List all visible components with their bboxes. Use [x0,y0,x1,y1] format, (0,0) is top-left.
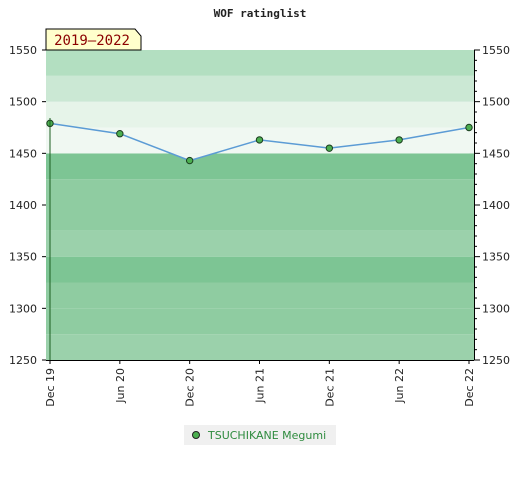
period-label: 2019–2022 [54,33,130,49]
data-point [116,130,124,138]
y-tick-label-right: 1550 [482,44,510,57]
data-point [185,156,194,165]
rating-band [46,101,474,128]
y-tick-label-left: 1350 [9,251,37,264]
x-tick-label: Jun 21 [254,368,267,404]
y-tick-label-left: 1300 [9,302,37,315]
data-point [395,136,403,144]
x-tick-label: Dec 20 [184,368,197,407]
x-tick-label: Dec 21 [323,368,336,407]
y-tick-label-right: 1500 [482,96,510,109]
y-tick-label-right: 1250 [482,354,510,367]
y-tick-label-right: 1450 [482,147,510,160]
rating-band [46,179,474,205]
rating-band [46,334,474,360]
x-tick-label: Dec 19 [44,368,57,407]
legend-marker [192,431,200,439]
y-tick-label-right: 1300 [482,302,510,315]
legend-box [184,425,336,445]
y-tick-label-left: 1450 [9,147,37,160]
legend-series-name: TSUCHIKANE Megumi [207,429,326,442]
rating-band [46,230,474,257]
y-tick-label-right: 1400 [482,199,510,212]
rating-band [46,153,474,180]
y-tick-label-right: 1350 [482,251,510,264]
axes [42,49,480,364]
data-point [255,136,264,144]
rating-band [46,50,474,76]
period-badge-shape [45,28,142,51]
rating-band [46,256,474,283]
y-tick-label-left: 1250 [9,354,37,367]
chart-title: WOF ratinglist [214,7,307,20]
rating-bands [46,50,474,360]
y-axis-right-labels: 1250 1300 1350 1400 1450 1500 1550 [482,44,510,367]
rating-band [46,282,474,309]
y-tick-label-left: 1500 [9,96,37,109]
y-axis-left-labels: 1250 1300 1350 1400 1450 1500 1550 [9,44,37,367]
x-axis-labels: Dec 19 Jun 20 Dec 20 Jun 21 Dec 21 Jun 22 Dec … [44,368,476,407]
y-tick-label-left: 1400 [9,199,37,212]
data-point [465,123,473,132]
data-point [325,144,334,152]
x-tick-label: Jun 20 [114,368,127,404]
y-tick-label-left: 1550 [9,44,37,57]
period-badge: 2019–2022 [45,28,142,51]
rating-band [46,205,474,231]
rating-band [46,75,474,102]
rating-band [46,308,474,335]
x-tick-label: Jun 22 [393,368,406,404]
x-tick-label: Dec 22 [463,368,476,407]
legend: TSUCHIKANE Megumi [184,425,336,445]
